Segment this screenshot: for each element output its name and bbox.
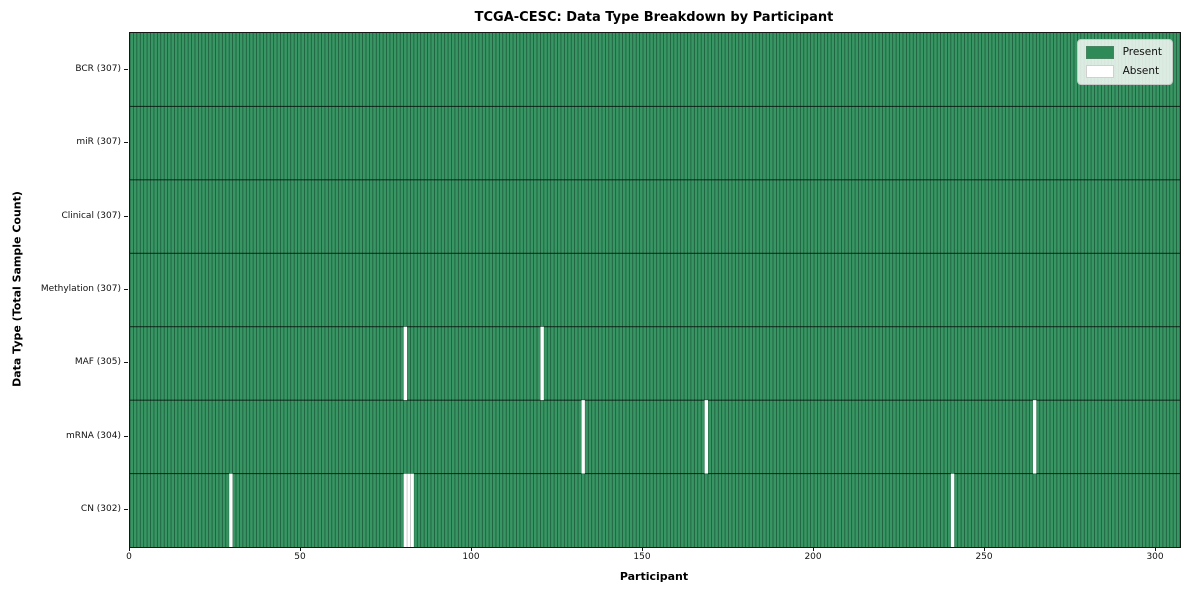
x-tick-mark — [129, 547, 130, 551]
y-tick-label: miR (307) — [76, 137, 121, 148]
x-tick-mark — [984, 547, 986, 551]
x-tick-label: 150 — [633, 552, 651, 562]
x-tick-label: 100 — [462, 552, 480, 562]
plot-area: Present Absent — [129, 32, 1181, 548]
y-tick-label: Methylation (307) — [40, 284, 121, 294]
y-tick-mark — [124, 435, 128, 437]
y-tick-mark — [124, 142, 128, 144]
x-tick-mark — [471, 547, 473, 551]
chart-title: TCGA-CESC: Data Type Breakdown by Partic… — [474, 10, 834, 25]
x-tick-label: 300 — [1146, 552, 1164, 562]
x-tick-label: 200 — [804, 552, 822, 562]
x-tick-mark — [642, 547, 644, 551]
legend: Present Absent — [1076, 39, 1173, 85]
y-tick-label: BCR (307) — [75, 63, 121, 74]
y-tick-label: MAF (305) — [74, 357, 121, 368]
x-tick-mark — [300, 547, 301, 551]
legend-entry-absent: Absent — [1085, 65, 1162, 78]
x-axis-label: Participant — [619, 570, 689, 583]
y-tick-label: CN (302) — [80, 504, 121, 515]
y-axis-label: Data Type (Total Sample Count) — [10, 191, 24, 387]
legend-entry-present: Present — [1085, 46, 1162, 59]
x-tick-mark — [1155, 547, 1157, 551]
y-tick-mark — [124, 362, 128, 364]
x-tick-label: 0 — [126, 552, 132, 562]
present-swatch — [1085, 46, 1114, 59]
y-tick-mark — [124, 68, 128, 70]
y-tick-mark — [124, 289, 128, 290]
x-tick-label: 250 — [975, 552, 993, 562]
legend-label-absent: Absent — [1122, 65, 1160, 78]
absent-swatch — [1085, 65, 1114, 78]
y-tick-label: Clinical (307) — [61, 210, 121, 221]
y-tick-mark — [124, 509, 128, 511]
y-tick-mark — [124, 215, 128, 217]
x-tick-mark — [813, 547, 815, 551]
y-tick-label: mRNA (304) — [66, 430, 121, 441]
legend-label-present: Present — [1122, 46, 1162, 59]
heatmap — [130, 33, 1180, 547]
x-tick-label: 50 — [294, 552, 306, 562]
